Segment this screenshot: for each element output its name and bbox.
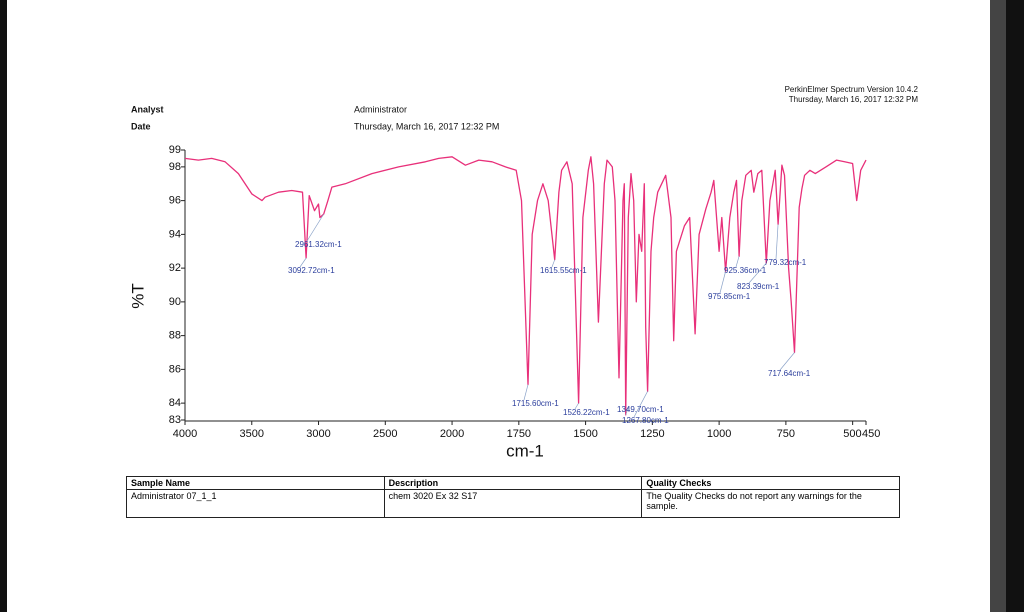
cell: Administrator 07_1_1 [126, 489, 385, 518]
y-tick-label: 90 [169, 296, 181, 308]
x-axis-label: cm-1 [506, 441, 544, 460]
info-label: Date [131, 121, 151, 131]
peak-label: 1715.60cm-1 [512, 399, 559, 408]
peak-leader [551, 259, 556, 268]
x-tick-label: 3000 [306, 428, 330, 440]
peak-leader [748, 262, 767, 284]
peak-leader [625, 405, 630, 416]
peak-label: 3092.72cm-1 [288, 266, 335, 275]
table-row: Administrator 07_1_1 chem 3020 Ex 32 S17… [126, 489, 900, 518]
peak-leader [523, 384, 529, 401]
sample-table: Sample Name Description Quality Checks A… [126, 476, 900, 518]
cell: The Quality Checks do not report any war… [641, 489, 900, 518]
y-tick-label: 83 [169, 414, 181, 426]
x-tick-label: 3500 [240, 428, 264, 440]
peak-label: 1526.22cm-1 [563, 408, 610, 417]
spectrum-line [184, 156, 867, 416]
info-value: Thursday, March 16, 2017 12:32 PM [354, 121, 499, 131]
peak-label: 975.85cm-1 [708, 292, 751, 301]
x-tick-label: 2000 [440, 428, 464, 440]
right-edge [1006, 0, 1024, 612]
x-tick-label: 450 [862, 428, 880, 440]
peak-label: 823.39cm-1 [737, 282, 780, 291]
y-tick-label: 94 [169, 228, 181, 240]
header-cell: Quality Checks [641, 476, 900, 490]
x-tick-label: 1500 [573, 428, 597, 440]
header-cell: Description [383, 476, 643, 490]
x-tick-label: 500 [843, 428, 861, 440]
info-value: Administrator [354, 104, 407, 114]
peak-label: 925.36cm-1 [724, 266, 767, 275]
peak-leader [574, 402, 579, 410]
x-tick-label: 750 [777, 428, 795, 440]
software: PerkinElmer Spectrum Version 10.4.2 [785, 85, 919, 94]
y-axis-label: %T [128, 283, 147, 309]
peak-label: 1615.55cm-1 [540, 266, 587, 275]
timestamp: Thursday, March 16, 2017 12:32 PM [789, 95, 919, 104]
x-tick-label: 1000 [707, 428, 731, 440]
y-tick-label: 92 [169, 262, 181, 274]
cell: chem 3020 Ex 32 S17 [383, 489, 643, 518]
peak-leader [719, 271, 726, 294]
peak-leader [299, 257, 307, 268]
x-tick-label: 4000 [173, 428, 197, 440]
x-tick-label: 1250 [640, 428, 664, 440]
peak-leader [306, 213, 324, 242]
left-border [0, 0, 7, 612]
peak-label: 779.32cm-1 [764, 258, 807, 267]
info-label: Analyst [131, 104, 164, 114]
peak-leader [775, 224, 779, 260]
x-tick-label: 1750 [507, 428, 531, 440]
y-tick-label: 98 [169, 161, 181, 173]
peak-label: 2961.32cm-1 [295, 240, 342, 249]
y-tick-label: 86 [169, 363, 181, 375]
x-tick-label: 2500 [373, 428, 397, 440]
peak-label: 717.64cm-1 [768, 369, 811, 378]
peak-leader [735, 256, 740, 268]
right-border [990, 0, 1006, 612]
y-tick-label: 99 [169, 144, 181, 156]
y-tick-label: 84 [169, 397, 181, 409]
peak-label: 1349.70cm-1 [617, 405, 664, 414]
y-tick-label: 96 [169, 195, 181, 207]
header-cell: Sample Name [126, 476, 385, 490]
table-header: Sample Name Description Quality Checks [126, 476, 900, 490]
y-tick-label: 88 [169, 330, 181, 342]
peak-leader [633, 391, 648, 418]
peak-leader [779, 352, 795, 371]
peak-label: 1267.80cm-1 [622, 416, 669, 425]
